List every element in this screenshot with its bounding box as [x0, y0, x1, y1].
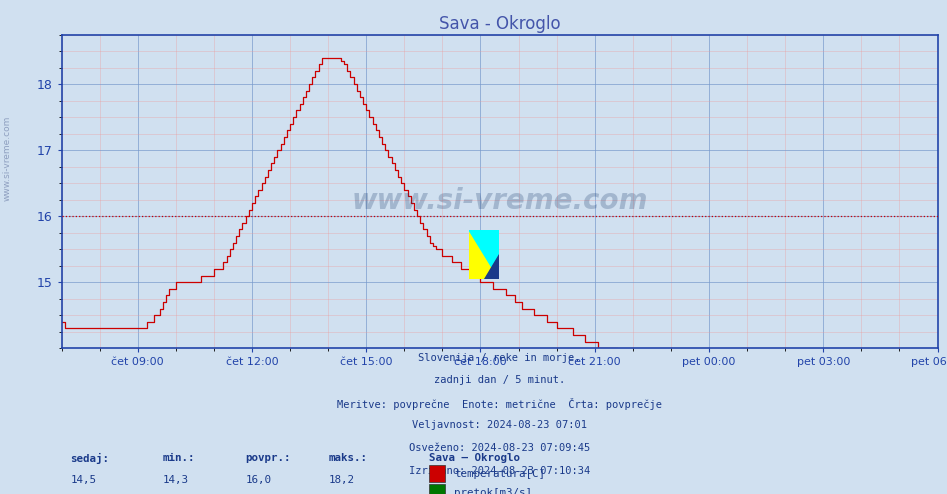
Text: 18,2: 18,2 — [329, 475, 355, 485]
Polygon shape — [484, 254, 499, 279]
Text: 14,3: 14,3 — [162, 475, 188, 485]
Text: pretok[m3/s]: pretok[m3/s] — [454, 488, 532, 494]
Text: temperatura[C]: temperatura[C] — [454, 469, 545, 479]
Text: Izrisano: 2024-08-23 07:10:34: Izrisano: 2024-08-23 07:10:34 — [409, 465, 590, 476]
Polygon shape — [469, 230, 499, 279]
Text: www.si-vreme.com: www.si-vreme.com — [2, 116, 11, 201]
Text: Slovenija / reke in morje.: Slovenija / reke in morje. — [419, 353, 581, 363]
Title: Sava - Okroglo: Sava - Okroglo — [438, 15, 561, 33]
Text: 16,0: 16,0 — [245, 475, 272, 485]
Text: Osveženo: 2024-08-23 07:09:45: Osveženo: 2024-08-23 07:09:45 — [409, 443, 590, 453]
Text: sedaj:: sedaj: — [70, 453, 109, 464]
Text: povpr.:: povpr.: — [245, 453, 291, 463]
Text: maks.:: maks.: — [329, 453, 367, 463]
Text: zadnji dan / 5 minut.: zadnji dan / 5 minut. — [434, 375, 565, 385]
Text: Sava – Okroglo: Sava – Okroglo — [430, 453, 521, 463]
FancyBboxPatch shape — [430, 484, 445, 494]
Text: www.si-vreme.com: www.si-vreme.com — [351, 187, 648, 215]
FancyBboxPatch shape — [430, 465, 445, 482]
Text: Veljavnost: 2024-08-23 07:01: Veljavnost: 2024-08-23 07:01 — [412, 420, 587, 430]
Text: min.:: min.: — [162, 453, 195, 463]
Text: Meritve: povprečne  Enote: metrične  Črta: povprečje: Meritve: povprečne Enote: metrične Črta:… — [337, 398, 662, 410]
Polygon shape — [469, 230, 499, 279]
Text: 14,5: 14,5 — [70, 475, 97, 485]
